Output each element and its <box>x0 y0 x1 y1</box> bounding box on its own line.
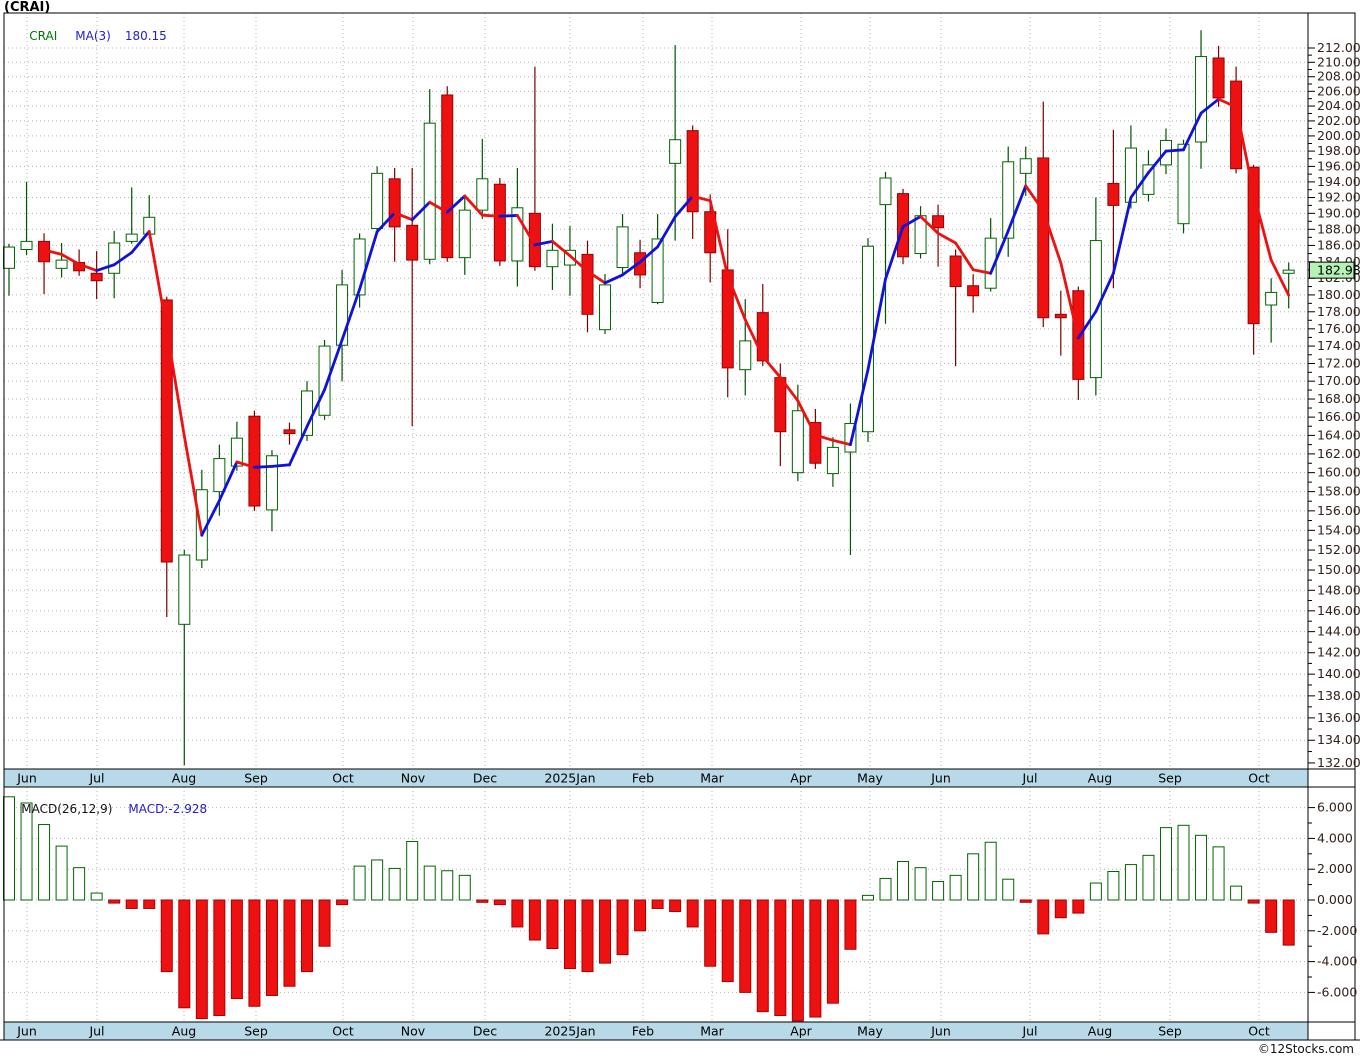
svg-text:Aug: Aug <box>1088 1024 1112 1039</box>
macd-axis: 6.000 4.000 2.000 0.000 -2.000 -4.000 -6.000 <box>1308 800 1357 999</box>
ma3-line <box>42 97 1291 537</box>
svg-text:Jul: Jul <box>1021 771 1037 786</box>
svg-text:146.00: 146.00 <box>1317 603 1360 618</box>
svg-text:2025Jan: 2025Jan <box>544 1024 595 1039</box>
svg-text:4.000: 4.000 <box>1317 830 1353 845</box>
svg-text:208.00: 208.00 <box>1317 69 1360 84</box>
svg-text:Oct: Oct <box>1248 771 1270 786</box>
svg-text:May: May <box>857 1024 883 1039</box>
svg-text:Aug: Aug <box>172 1024 196 1039</box>
svg-text:Dec: Dec <box>473 771 497 786</box>
svg-text:6.000: 6.000 <box>1317 800 1353 815</box>
svg-text:152.00: 152.00 <box>1317 542 1360 557</box>
svg-text:212.00: 212.00 <box>1317 40 1360 55</box>
svg-text:Aug: Aug <box>1088 771 1112 786</box>
svg-text:150.00: 150.00 <box>1317 562 1360 577</box>
svg-text:136.00: 136.00 <box>1317 710 1360 725</box>
svg-text:May: May <box>857 771 883 786</box>
svg-text:166.00: 166.00 <box>1317 409 1360 424</box>
svg-text:Nov: Nov <box>401 1024 426 1039</box>
svg-text:144.00: 144.00 <box>1317 624 1360 639</box>
svg-text:210.00: 210.00 <box>1317 54 1360 69</box>
svg-text:134.00: 134.00 <box>1317 732 1360 747</box>
svg-text:Feb: Feb <box>632 771 654 786</box>
svg-text:Aug: Aug <box>172 771 196 786</box>
svg-text:Oct: Oct <box>1248 1024 1270 1039</box>
svg-text:Jun: Jun <box>16 1024 37 1039</box>
svg-text:200.00: 200.00 <box>1317 128 1360 143</box>
svg-text:154.00: 154.00 <box>1317 522 1360 537</box>
svg-text:194.00: 194.00 <box>1317 174 1360 189</box>
svg-text:Sep: Sep <box>244 771 268 786</box>
svg-text:198.00: 198.00 <box>1317 143 1360 158</box>
svg-text:Sep: Sep <box>244 1024 268 1039</box>
svg-text:174.00: 174.00 <box>1317 338 1360 353</box>
svg-text:170.00: 170.00 <box>1317 373 1360 388</box>
svg-text:2.000: 2.000 <box>1317 861 1353 876</box>
svg-text:186.00: 186.00 <box>1317 237 1360 252</box>
last-price-badge: 182.98 <box>1309 261 1360 279</box>
svg-text:156.00: 156.00 <box>1317 503 1360 518</box>
svg-text:180.00: 180.00 <box>1317 287 1360 302</box>
ma-value: 180.15 <box>124 29 167 43</box>
svg-text:182.98: 182.98 <box>1317 263 1360 278</box>
main-chart-legend: CRAI MA(3) 180.15 <box>14 15 167 57</box>
svg-text:196.00: 196.00 <box>1317 158 1360 173</box>
svg-text:Jun: Jun <box>930 771 951 786</box>
svg-text:178.00: 178.00 <box>1317 304 1360 319</box>
svg-text:2025Jan: 2025Jan <box>544 771 595 786</box>
svg-text:206.00: 206.00 <box>1317 83 1360 98</box>
page-title: (CRAI) <box>4 0 51 15</box>
svg-text:-4.000: -4.000 <box>1317 954 1357 969</box>
svg-text:142.00: 142.00 <box>1317 645 1360 660</box>
svg-text:Apr: Apr <box>790 771 812 786</box>
svg-text:-2.000: -2.000 <box>1317 923 1357 938</box>
svg-text:190.00: 190.00 <box>1317 205 1360 220</box>
svg-text:168.00: 168.00 <box>1317 391 1360 406</box>
svg-text:158.00: 158.00 <box>1317 484 1360 499</box>
svg-text:Sep: Sep <box>1158 771 1182 786</box>
svg-text:Mar: Mar <box>700 771 724 786</box>
svg-text:160.00: 160.00 <box>1317 465 1360 480</box>
svg-text:Jul: Jul <box>1021 1024 1037 1039</box>
svg-text:188.00: 188.00 <box>1317 221 1360 236</box>
ma-label: MA(3) <box>75 29 111 43</box>
symbol-label: CRAI <box>29 29 58 43</box>
price-axis: 132.00 134.00 136.00 138.00 140.00 142.00 144.… <box>1308 40 1360 770</box>
svg-text:Jun: Jun <box>930 1024 951 1039</box>
svg-text:138.00: 138.00 <box>1317 688 1360 703</box>
svg-text:Mar: Mar <box>700 1024 724 1039</box>
svg-text:204.00: 204.00 <box>1317 98 1360 113</box>
svg-text:Sep: Sep <box>1158 1024 1182 1039</box>
svg-text:Jul: Jul <box>88 1024 104 1039</box>
svg-text:172.00: 172.00 <box>1317 356 1360 371</box>
svg-text:148.00: 148.00 <box>1317 582 1360 597</box>
svg-text:Oct: Oct <box>332 1024 354 1039</box>
svg-text:Dec: Dec <box>473 1024 497 1039</box>
macd-legend: MACD(26,12,9) MACD:-2.928 <box>6 788 207 830</box>
svg-text:132.00: 132.00 <box>1317 755 1360 770</box>
svg-text:Apr: Apr <box>790 1024 812 1039</box>
macd-histogram <box>3 796 1295 1022</box>
svg-text:Nov: Nov <box>401 771 426 786</box>
macd-params-label: MACD(26,12,9) <box>21 802 113 816</box>
watermark-credit: ©12Stocks.com <box>1257 1042 1354 1056</box>
svg-text:-6.000: -6.000 <box>1317 984 1357 999</box>
macd-current-value: MACD:-2.928 <box>128 802 208 816</box>
candles <box>3 30 1295 766</box>
svg-text:192.00: 192.00 <box>1317 190 1360 205</box>
svg-text:Feb: Feb <box>632 1024 654 1039</box>
svg-text:176.00: 176.00 <box>1317 321 1360 336</box>
svg-text:202.00: 202.00 <box>1317 113 1360 128</box>
svg-text:0.000: 0.000 <box>1317 892 1353 907</box>
svg-text:Jun: Jun <box>16 771 37 786</box>
svg-text:162.00: 162.00 <box>1317 446 1360 461</box>
svg-text:140.00: 140.00 <box>1317 666 1360 681</box>
svg-text:Jul: Jul <box>88 771 104 786</box>
svg-text:Oct: Oct <box>332 771 354 786</box>
svg-text:164.00: 164.00 <box>1317 427 1360 442</box>
